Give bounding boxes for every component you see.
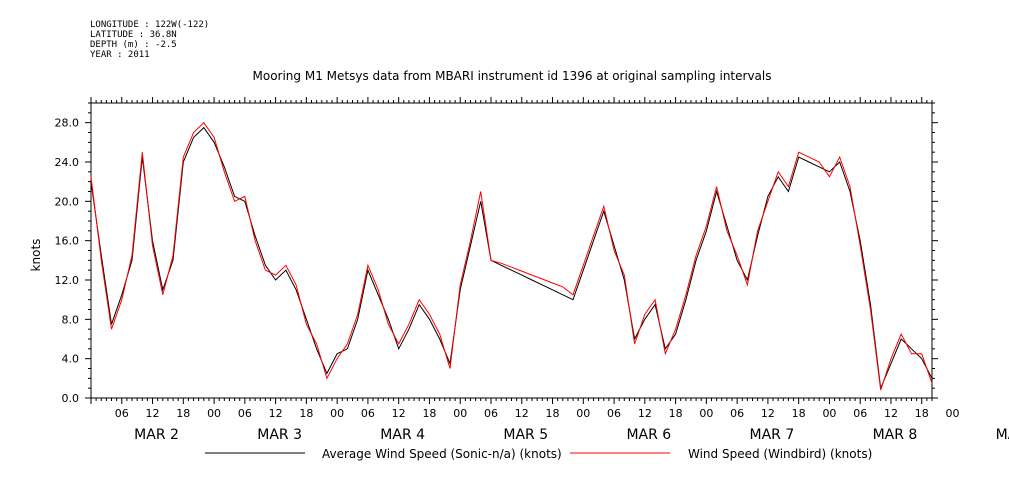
day-label: MAR 7 [750, 427, 795, 443]
y-tick-label: 8.0 [62, 313, 80, 326]
x-tick-label: 00 [330, 407, 344, 420]
legend-label-average: Average Wind Speed (Sonic-n/a) (knots) [322, 447, 562, 461]
x-tick-label: 00 [453, 407, 467, 420]
metadata-block: LONGITUDE : 122W(-122) LATITUDE : 36.8N … [90, 20, 209, 60]
day-label: MAR 4 [380, 427, 425, 443]
x-tick-label: 06 [484, 407, 498, 420]
x-tick-label: 06 [730, 407, 744, 420]
x-tick-label: 12 [392, 407, 406, 420]
y-tick-label: 12.0 [55, 274, 80, 287]
depth-text: DEPTH (m) : -2.5 [90, 40, 177, 50]
legend: Average Wind Speed (Sonic-n/a) (knots) W… [205, 447, 872, 461]
x-tick-label: 18 [915, 407, 929, 420]
day-label: MAR 8 [873, 427, 918, 443]
y-tick-labels: 0.0 4.0 8.0 12.0 16.0 20.0 24.0 28.0 [55, 117, 80, 405]
x-tick-label: 00 [822, 407, 836, 420]
y-tick-label: 28.0 [55, 117, 80, 130]
y-tick-label: 4.0 [62, 353, 80, 366]
series-lines [90, 121, 933, 391]
x-tick-label: 18 [299, 407, 313, 420]
y-tick-label: 16.0 [55, 235, 80, 248]
day-label: MAR 2 [134, 427, 179, 443]
windbird-wind-speed-line [90, 121, 933, 391]
x-tick-label: 00 [946, 407, 960, 420]
x-tick-label: 18 [422, 407, 436, 420]
x-tick-label: 00 [207, 407, 221, 420]
x-tick-label: 18 [792, 407, 806, 420]
x-tick-label: 12 [638, 407, 652, 420]
day-labels: MAR 2 MAR 3 MAR 4 MAR 5 MAR 6 MAR 7 MAR 8 MAR 9 [134, 427, 1009, 443]
x-tick-label: 06 [853, 407, 867, 420]
x-tick-label: 00 [699, 407, 713, 420]
x-tick-label: 18 [669, 407, 683, 420]
day-label: MAR 6 [626, 427, 671, 443]
x-tick-label: 18 [546, 407, 560, 420]
x-tick-label: 06 [361, 407, 375, 420]
x-tick-label: 18 [176, 407, 190, 420]
x-tick-label: 12 [146, 407, 160, 420]
longitude-text: LONGITUDE : 122W(-122) [90, 20, 210, 30]
x-tick-label: 06 [238, 407, 252, 420]
chart-title: Mooring M1 Metsys data from MBARI instru… [253, 69, 772, 83]
average-wind-speed-line [90, 126, 933, 391]
y-tick-label: 0.0 [62, 392, 80, 405]
x-tick-labels: 06 12 18 00 06 12 18 00 06 12 18 00 06 12 18 00 06 12 18 00… [115, 407, 960, 420]
x-tick-label: 06 [115, 407, 129, 420]
plot-frame [90, 102, 933, 399]
day-label: MAR 5 [503, 427, 548, 443]
day-label: MAR 9 [996, 427, 1009, 443]
x-tick-label: 12 [515, 407, 529, 420]
x-tick-label: 00 [576, 407, 590, 420]
y-axis-label: knots [29, 239, 43, 272]
y-tick-label: 20.0 [55, 195, 80, 208]
y-tick-label: 24.0 [55, 156, 80, 169]
x-tick-label: 12 [884, 407, 898, 420]
day-label: MAR 3 [257, 427, 302, 443]
axis-ticks [85, 97, 938, 404]
x-tick-label: 12 [269, 407, 283, 420]
x-tick-label: 06 [607, 407, 621, 420]
x-tick-label: 12 [761, 407, 775, 420]
legend-label-windbird: Wind Speed (Windbird) (knots) [688, 447, 872, 461]
latitude-text: LATITUDE : 36.8N [90, 30, 177, 40]
year-text: YEAR : 2011 [90, 50, 150, 60]
